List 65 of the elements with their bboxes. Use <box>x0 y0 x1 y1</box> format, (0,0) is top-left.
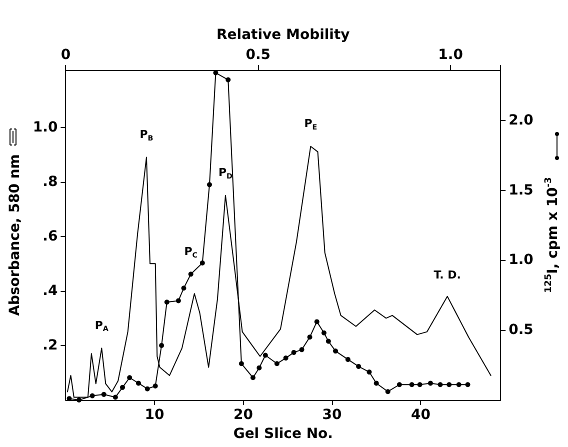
point <box>456 382 462 388</box>
point <box>101 392 106 397</box>
y-tick-label: .6 <box>42 228 58 244</box>
x-tick-label: 10 <box>144 407 164 423</box>
x-tick-label: 30 <box>322 407 342 423</box>
point <box>438 382 443 388</box>
x-tick-label: 20 <box>233 407 254 423</box>
y2-tick-label: 2.0 <box>508 112 534 128</box>
x2-axis-title: Relative Mobility <box>216 27 350 43</box>
point <box>314 319 320 324</box>
y2-axis-title: 125I, cpm x 10-3 <box>544 177 561 293</box>
y-tick-label: .8 <box>42 174 58 190</box>
point <box>90 393 95 398</box>
point <box>396 382 402 388</box>
point <box>112 394 118 400</box>
point <box>345 356 350 362</box>
point <box>76 398 82 402</box>
point <box>366 370 372 375</box>
point <box>144 386 150 392</box>
point <box>136 380 141 386</box>
point <box>417 382 422 388</box>
point <box>188 272 194 277</box>
y-tick-label: 1.0 <box>32 119 58 136</box>
point <box>200 260 205 266</box>
point <box>159 342 164 348</box>
point <box>385 389 390 394</box>
x-tick-label: 40 <box>410 407 431 423</box>
point <box>250 375 256 380</box>
point <box>283 356 288 361</box>
point <box>127 375 132 380</box>
point <box>465 382 470 388</box>
point <box>299 347 304 352</box>
point <box>326 338 331 344</box>
y-tick-label: .4 <box>42 282 58 299</box>
point <box>226 77 231 82</box>
point <box>307 334 312 340</box>
point <box>66 396 72 402</box>
x-axis-title: Gel Slice No. <box>233 426 333 442</box>
point <box>176 298 181 304</box>
annotation: T. D. <box>434 268 461 282</box>
y2-tick-label: 1.0 <box>508 252 534 268</box>
point <box>409 382 414 388</box>
point <box>181 286 186 291</box>
point <box>356 364 362 369</box>
y2-tick-label: 0.5 <box>508 322 534 338</box>
point <box>206 182 212 188</box>
y-tick-label: .2 <box>42 337 58 354</box>
point <box>238 361 244 366</box>
point <box>428 380 433 386</box>
point <box>120 384 126 390</box>
point <box>333 348 338 354</box>
y2-tick-label: 1.5 <box>508 182 534 198</box>
point <box>262 352 268 358</box>
x2-tick-label: 0 <box>60 47 71 63</box>
point <box>321 330 326 336</box>
point <box>291 350 296 355</box>
point <box>164 300 170 305</box>
point <box>374 380 379 386</box>
point <box>256 365 262 370</box>
point <box>446 382 452 388</box>
x2-tick-label: 0.5 <box>246 47 271 63</box>
point <box>152 384 158 389</box>
y-axis-title: Absorbance, 580 nm <box>7 154 23 316</box>
point <box>274 361 280 366</box>
x2-tick-label: 1.0 <box>438 47 464 63</box>
